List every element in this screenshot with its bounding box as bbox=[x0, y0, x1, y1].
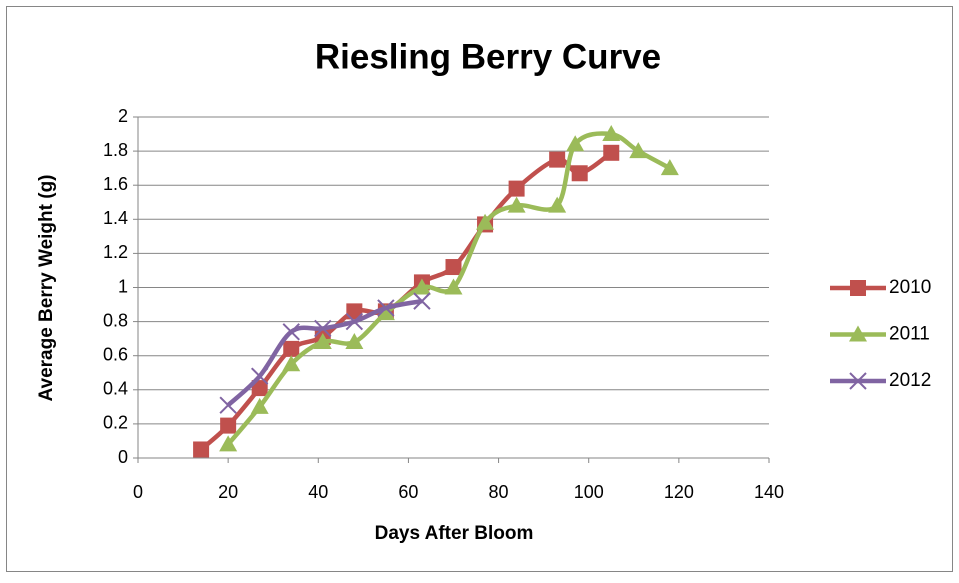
marker bbox=[220, 417, 237, 434]
legend-label: 2010 bbox=[889, 277, 931, 298]
marker bbox=[283, 340, 300, 357]
marker bbox=[571, 165, 588, 182]
legend-label: 2012 bbox=[889, 370, 931, 391]
marker bbox=[445, 259, 462, 276]
marker bbox=[849, 325, 867, 342]
marker bbox=[850, 280, 866, 296]
y-tick-label: 0 bbox=[118, 447, 128, 467]
y-tick-label: 1.4 bbox=[103, 208, 128, 228]
y-tick-label: 0.2 bbox=[103, 413, 128, 433]
y-tick-label: 0.4 bbox=[103, 379, 128, 399]
marker bbox=[660, 159, 679, 176]
y-tick-label: 1 bbox=[118, 276, 128, 296]
marker bbox=[219, 435, 238, 452]
marker bbox=[376, 304, 395, 321]
marker bbox=[313, 333, 332, 350]
marker bbox=[602, 125, 621, 142]
marker bbox=[849, 372, 867, 390]
marker bbox=[346, 303, 363, 320]
y-tick-label: 1.6 bbox=[103, 174, 128, 194]
chart-frame bbox=[6, 6, 953, 572]
marker bbox=[413, 292, 431, 310]
marker bbox=[444, 278, 463, 295]
y-tick-label: 0.8 bbox=[103, 310, 128, 330]
y-axis-title: Average Berry Weight (g) bbox=[36, 175, 57, 402]
x-tick-label: 80 bbox=[489, 482, 509, 502]
marker bbox=[282, 323, 300, 341]
marker bbox=[345, 333, 364, 350]
x-tick-label: 100 bbox=[574, 482, 604, 502]
marker bbox=[412, 278, 431, 295]
x-axis-title: Days After Bloom bbox=[375, 523, 534, 544]
marker bbox=[250, 367, 269, 385]
y-tick-label: 2 bbox=[118, 106, 128, 126]
marker bbox=[250, 397, 269, 414]
x-tick-label: 40 bbox=[308, 482, 328, 502]
marker bbox=[251, 380, 268, 397]
marker bbox=[629, 142, 648, 159]
marker bbox=[476, 213, 495, 230]
marker bbox=[345, 312, 364, 331]
marker bbox=[282, 355, 301, 372]
marker bbox=[219, 396, 237, 414]
marker bbox=[508, 180, 525, 197]
marker bbox=[603, 144, 620, 161]
marker bbox=[548, 196, 567, 213]
x-tick-label: 120 bbox=[664, 482, 694, 502]
x-tick-label: 0 bbox=[133, 482, 143, 502]
x-tick-label: 140 bbox=[754, 482, 784, 502]
x-tick-label: 20 bbox=[218, 482, 238, 502]
x-tick-label: 60 bbox=[398, 482, 418, 502]
marker bbox=[549, 151, 566, 168]
marker bbox=[314, 319, 332, 338]
marker bbox=[566, 135, 585, 152]
y-tick-label: 1.8 bbox=[103, 140, 128, 160]
y-tick-label: 0.6 bbox=[103, 344, 128, 364]
marker bbox=[193, 441, 210, 458]
marker bbox=[377, 299, 395, 317]
y-tick-label: 1.2 bbox=[103, 242, 128, 262]
chart-title: Riesling Berry Curve bbox=[315, 37, 661, 76]
marker bbox=[507, 196, 526, 213]
legend-label: 2011 bbox=[889, 324, 930, 345]
